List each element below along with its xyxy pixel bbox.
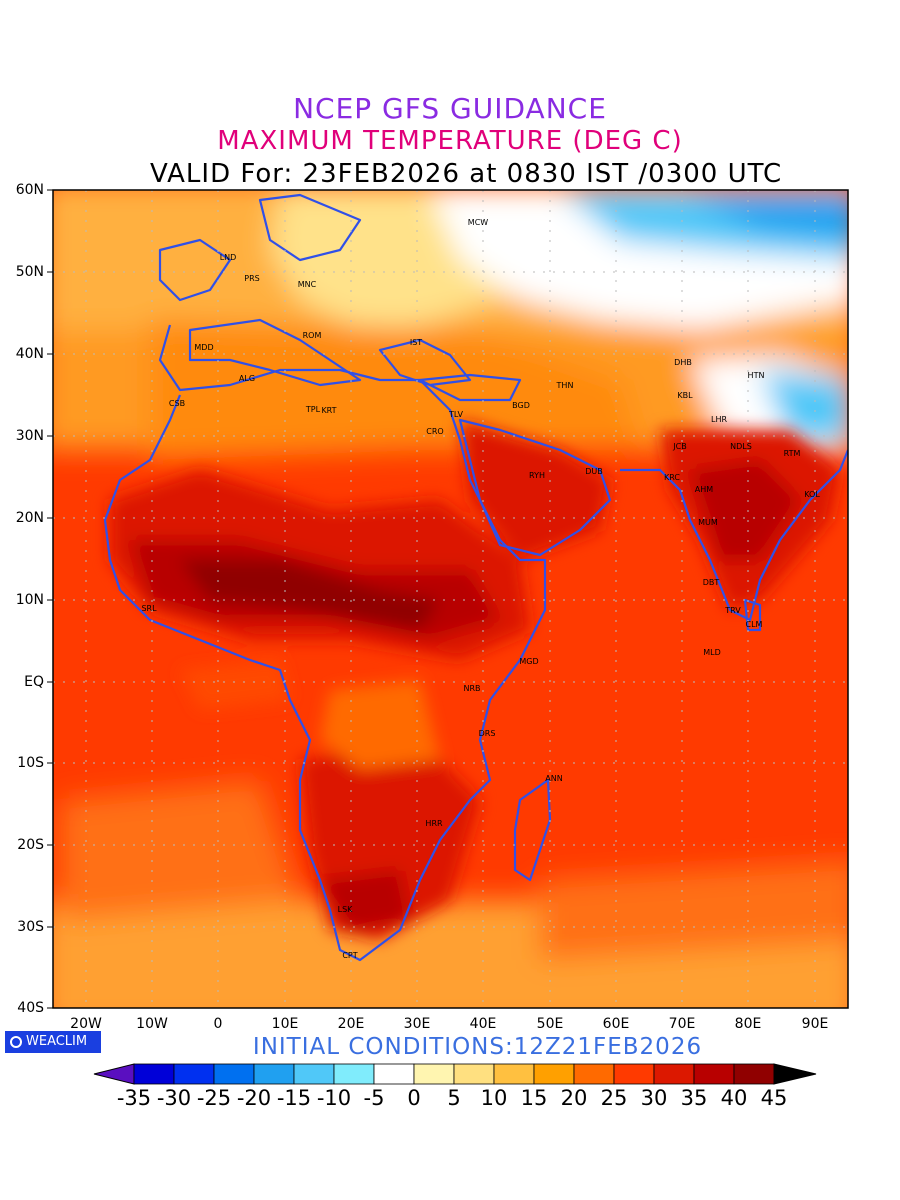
station-label: DRS bbox=[479, 729, 496, 738]
station-label: MNC bbox=[298, 280, 317, 289]
lat-label: 20N bbox=[15, 510, 44, 526]
station-label: TPL bbox=[305, 405, 321, 414]
station-label: KRC bbox=[664, 473, 680, 482]
lat-label: 20S bbox=[17, 837, 44, 853]
station-label: KRT bbox=[321, 406, 336, 415]
station-label: MGD bbox=[519, 657, 538, 666]
legend-label: -15 bbox=[276, 1086, 312, 1110]
station-label: NDLS bbox=[730, 442, 752, 451]
station-label: TLV bbox=[448, 410, 463, 419]
legend-label: 20 bbox=[560, 1086, 588, 1110]
station-label: KBL bbox=[677, 391, 693, 400]
lon-label: 20E bbox=[337, 1016, 365, 1032]
lon-label: 10E bbox=[271, 1016, 299, 1032]
weaclim-logo[interactable]: WEACLIM bbox=[5, 1031, 101, 1053]
station-label: MUM bbox=[698, 518, 718, 527]
map-frame bbox=[52, 189, 849, 1009]
lat-label: 50N bbox=[15, 264, 44, 280]
station-label: MCW bbox=[468, 218, 488, 227]
station-label: NRB bbox=[463, 684, 480, 693]
logo-ring-icon bbox=[10, 1036, 22, 1048]
legend-label: 0 bbox=[407, 1086, 421, 1110]
axis-ticks bbox=[47, 189, 53, 1009]
station-label: JCB bbox=[672, 442, 686, 451]
temperature-field: MCW LND PRS MNC MDD ROM IST ALG CSB TPL KRT TLV CRO B… bbox=[53, 190, 848, 1008]
valid-time: VALID For: 23FEB2026 at 0830 IST /0300 U… bbox=[150, 159, 783, 189]
lat-label: 10N bbox=[15, 592, 44, 608]
lat-label: 10S bbox=[17, 755, 44, 771]
station-label: CSB bbox=[169, 399, 185, 408]
legend-label: -5 bbox=[363, 1086, 385, 1110]
legend-label: 45 bbox=[760, 1086, 788, 1110]
legend-label: 5 bbox=[447, 1086, 461, 1110]
lon-label: 60E bbox=[602, 1016, 630, 1032]
lat-label: 30N bbox=[15, 428, 44, 444]
station-label: CRO bbox=[426, 427, 443, 436]
graticule bbox=[53, 190, 848, 1008]
station-label: BGD bbox=[512, 401, 530, 410]
station-label: THN bbox=[556, 381, 574, 390]
station-label: ALG bbox=[239, 374, 255, 383]
legend-label: -10 bbox=[316, 1086, 352, 1110]
lon-label: 80E bbox=[734, 1016, 762, 1032]
station-label: DUB bbox=[585, 467, 603, 476]
lon-label: 30E bbox=[403, 1016, 431, 1032]
station-label: KOL bbox=[804, 490, 820, 499]
legend-label: -20 bbox=[236, 1086, 272, 1110]
legend-label: -25 bbox=[196, 1086, 232, 1110]
map-title: NCEP GFS GUIDANCE bbox=[293, 92, 607, 125]
station-label: LHR bbox=[711, 415, 727, 424]
lat-label: 40N bbox=[15, 346, 44, 362]
station-label: DBT bbox=[703, 578, 720, 587]
station-label: TRV bbox=[724, 606, 741, 615]
station-label: CLM bbox=[746, 620, 763, 629]
station-label: SRL bbox=[141, 604, 157, 613]
lon-label: 50E bbox=[536, 1016, 564, 1032]
station-label: LND bbox=[220, 253, 237, 262]
legend-label: 25 bbox=[600, 1086, 628, 1110]
station-labels: MCW LND PRS MNC MDD ROM IST ALG CSB TPL KRT TLV CRO B… bbox=[141, 218, 820, 960]
station-label: RYH bbox=[529, 471, 545, 480]
station-label: HTN bbox=[748, 371, 765, 380]
coastlines bbox=[103, 193, 848, 962]
station-label: MDD bbox=[194, 343, 213, 352]
legend-label: -30 bbox=[156, 1086, 192, 1110]
station-label: PRS bbox=[244, 274, 259, 283]
station-label: ANN bbox=[545, 774, 562, 783]
station-label: MLD bbox=[703, 648, 721, 657]
legend-label: 30 bbox=[640, 1086, 668, 1110]
station-label: IST bbox=[410, 338, 422, 347]
legend-label: 40 bbox=[720, 1086, 748, 1110]
legend-label: 10 bbox=[480, 1086, 508, 1110]
lat-label: 40S bbox=[17, 1000, 44, 1016]
legend-label: 15 bbox=[520, 1086, 548, 1110]
map-subtitle: MAXIMUM TEMPERATURE (DEG C) bbox=[217, 126, 683, 156]
station-label: DHB bbox=[674, 358, 692, 367]
station-label: HRR bbox=[425, 819, 443, 828]
lon-label: 10W bbox=[136, 1016, 168, 1032]
lat-label: EQ bbox=[24, 674, 44, 690]
lon-label: 90E bbox=[801, 1016, 829, 1032]
station-label: AHM bbox=[695, 485, 713, 494]
station-label: RTM bbox=[784, 449, 801, 458]
station-label: ROM bbox=[303, 331, 322, 340]
logo-text: WEACLIM bbox=[26, 1034, 88, 1049]
legend-label: -35 bbox=[116, 1086, 152, 1110]
station-label: LSK bbox=[338, 905, 354, 914]
legend-label: 35 bbox=[680, 1086, 708, 1110]
lon-label: 20W bbox=[70, 1016, 102, 1032]
initial-conditions: INITIAL CONDITIONS:12Z21FEB2026 bbox=[252, 1034, 703, 1060]
station-label: CPT bbox=[342, 951, 357, 960]
lat-label: 30S bbox=[17, 919, 44, 935]
lat-label: 60N bbox=[15, 182, 44, 198]
lon-label: 70E bbox=[668, 1016, 696, 1032]
lon-label: 0 bbox=[213, 1016, 223, 1032]
lon-label: 40E bbox=[469, 1016, 497, 1032]
